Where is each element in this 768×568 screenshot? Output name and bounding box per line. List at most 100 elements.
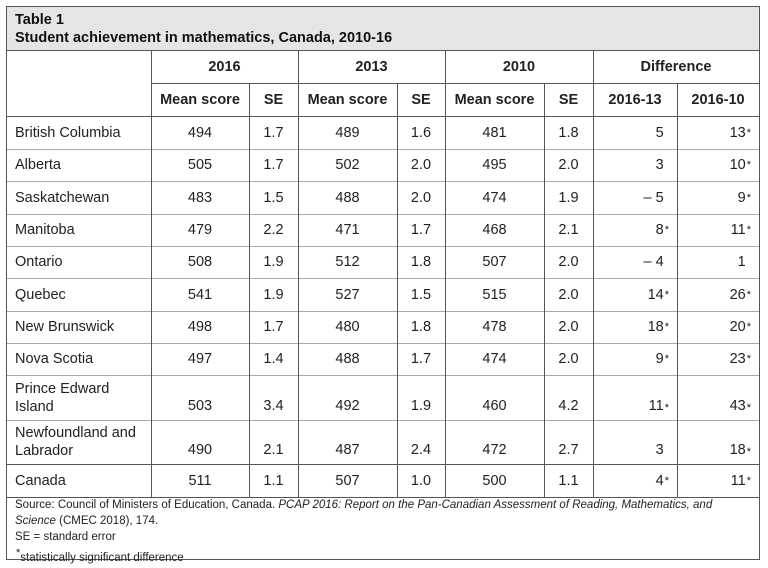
cell-value: 11: [730, 472, 746, 489]
table-cell: 5*: [593, 116, 677, 149]
table-cell: 9 *: [593, 343, 677, 375]
table-cell: 23 *: [677, 343, 759, 375]
cell-value: 20: [729, 319, 746, 335]
table-cell: 498: [151, 311, 249, 343]
cell-value: 1.7: [263, 124, 284, 141]
table-cell: 1*: [677, 246, 759, 278]
source-title: PCAP 2016: Report on the Pan-Canadian As…: [15, 499, 713, 527]
cell-value: 489: [335, 124, 360, 141]
table-cell: 43 *: [677, 375, 759, 420]
column-rule: [298, 51, 299, 497]
cell-value: 2.1: [558, 222, 579, 238]
table-cell: 495: [445, 149, 544, 181]
table-cell: 18 *: [677, 420, 759, 464]
cell-value: 8: [655, 222, 664, 238]
significance-marker: *: [746, 224, 751, 236]
table-cell: 1.1: [249, 464, 298, 497]
cell-value: 18: [647, 319, 664, 335]
row-label: New Brunswick: [15, 319, 115, 335]
cell-value: 503: [187, 398, 213, 414]
group-header: Difference: [640, 59, 712, 75]
table-cell: – 5*: [593, 181, 677, 214]
table-cell: – 4*: [593, 246, 677, 278]
cell-value: 3.4: [263, 398, 284, 414]
table-cell: 2.0: [544, 343, 593, 375]
significance-note: *statistically significant difference: [16, 547, 184, 564]
cell-value: 1.4: [263, 351, 284, 367]
table-cell: 490: [151, 420, 249, 464]
cell-value: 2.0: [558, 351, 579, 367]
table-cell: 515: [445, 278, 544, 311]
table-cell: 483: [151, 181, 249, 214]
cell-value: 2.0: [410, 157, 432, 173]
row-label: Ontario: [15, 254, 63, 270]
row-label: Manitoba: [15, 222, 75, 238]
significance-marker: *: [664, 224, 669, 236]
cell-value: 1.7: [410, 222, 432, 238]
cell-value: 9: [737, 189, 746, 206]
cell-value: 502: [335, 157, 360, 173]
table-cell: 11 *: [677, 464, 759, 497]
table-cell: 468: [445, 214, 544, 246]
column-rule: [544, 83, 545, 497]
cell-value: 488: [335, 351, 360, 367]
cell-value: 9: [655, 351, 664, 367]
table-cell: 508: [151, 246, 249, 278]
cell-value: 483: [187, 189, 213, 206]
table-bottom-rule: [7, 497, 759, 498]
cell-value: 541: [187, 286, 213, 303]
cell-value: 474: [482, 351, 507, 367]
table-cell: 502: [298, 149, 397, 181]
significance-marker: *: [746, 402, 751, 414]
table-cell: 478: [445, 311, 544, 343]
table-cell: 14 *: [593, 278, 677, 311]
row-label: British Columbia: [15, 124, 121, 141]
table-cell: 460: [445, 375, 544, 420]
column-header: 2016-10: [691, 91, 745, 108]
column-header: Mean score: [454, 91, 535, 108]
table-cell: 505: [151, 149, 249, 181]
column-rule: [397, 83, 398, 497]
row-label: Quebec: [15, 286, 66, 303]
table-cell: 1.9: [249, 278, 298, 311]
table-cell: 1.8: [397, 246, 445, 278]
column-header: SE: [411, 91, 431, 108]
cell-value: 508: [187, 254, 213, 270]
cell-value: 43: [729, 398, 746, 414]
significance-marker: *: [664, 353, 669, 365]
cell-value: 2.0: [558, 254, 579, 270]
row-label: Newfoundland and Labrador: [15, 425, 136, 459]
table-cell: 497: [151, 343, 249, 375]
table-cell: 1.9: [397, 375, 445, 420]
cell-value: 472: [482, 442, 507, 458]
row-label: Alberta: [15, 157, 61, 173]
table-cell: 2.0: [544, 149, 593, 181]
table-cell: 488: [298, 181, 397, 214]
cell-value: 14: [647, 286, 664, 303]
row-label: Saskatchewan: [15, 189, 110, 206]
table-cell: 2.2: [249, 214, 298, 246]
cell-value: 1.8: [410, 254, 432, 270]
cell-value: 1.1: [558, 472, 579, 489]
table-cell: 472: [445, 420, 544, 464]
cell-value: 481: [482, 124, 507, 141]
table-cell: 487: [298, 420, 397, 464]
table-cell: 20 *: [677, 311, 759, 343]
table-footer: Source: Council of Ministers of Educatio…: [15, 497, 751, 566]
cell-value: 1.9: [263, 254, 284, 270]
table-cell: 1.7: [249, 116, 298, 149]
cell-value: 2.0: [558, 286, 579, 303]
cell-value: 3: [655, 442, 664, 458]
row-label: Nova Scotia: [15, 351, 94, 367]
cell-value: 2.4: [410, 442, 432, 458]
table-cell: 488: [298, 343, 397, 375]
cell-value: 468: [482, 222, 507, 238]
cell-value: 1.8: [410, 319, 432, 335]
cell-value: 512: [335, 254, 360, 270]
row-rule: [7, 343, 759, 344]
cell-value: 18: [729, 442, 746, 458]
cell-value: 490: [187, 442, 213, 458]
cell-value: 511: [188, 472, 212, 489]
cell-value: 23: [729, 351, 746, 367]
table-cell: 1.5: [397, 278, 445, 311]
